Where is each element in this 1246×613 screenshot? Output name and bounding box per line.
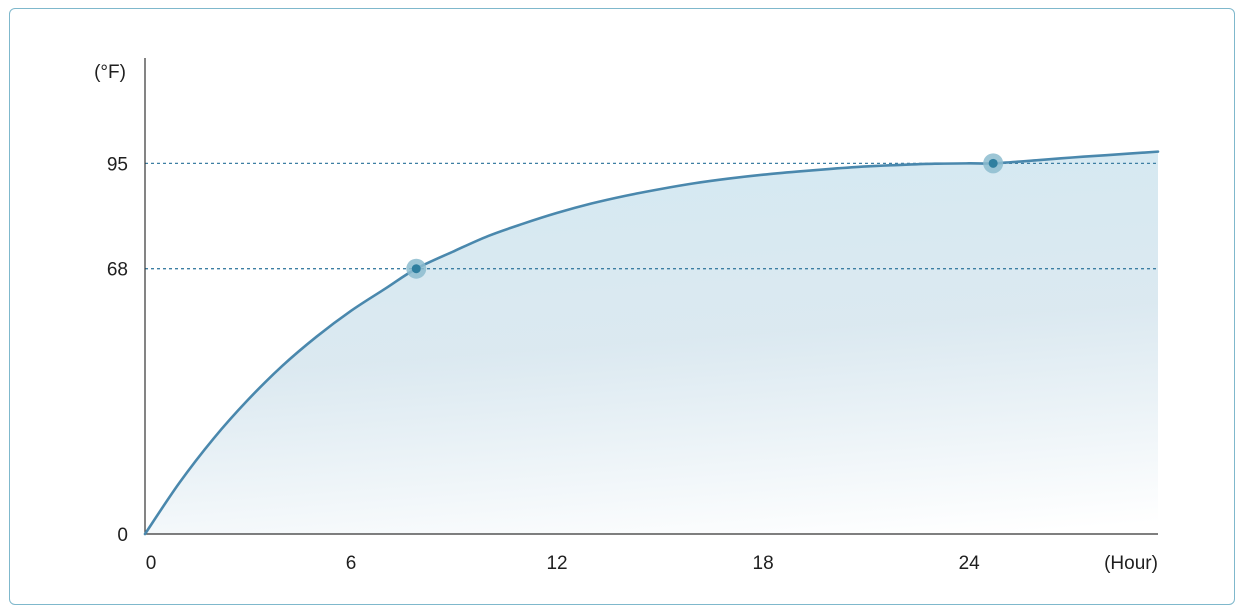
- area-fill: [145, 151, 1158, 534]
- x-tick-label: 24: [959, 553, 981, 574]
- y-tick-label: 68: [107, 260, 128, 281]
- y-tick-label: 0: [117, 525, 128, 546]
- data-point-1: [411, 264, 421, 274]
- x-tick-label: 6: [346, 553, 357, 574]
- series-line: [143, 150, 1160, 536]
- x-tick-label: 12: [546, 553, 567, 574]
- x-tick-label: 0: [146, 553, 157, 574]
- y-axis-label: (°F): [94, 62, 126, 83]
- x-axis-label: (Hour): [1104, 553, 1158, 574]
- data-point-2: [988, 158, 998, 168]
- x-tick-label: 18: [753, 553, 774, 574]
- y-tick-label: 95: [107, 154, 128, 175]
